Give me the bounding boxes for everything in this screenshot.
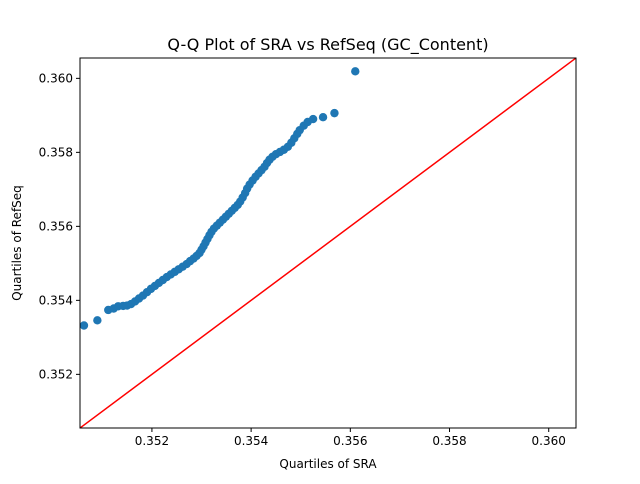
x-tick-label: 0.358 bbox=[432, 434, 466, 448]
scatter-point bbox=[308, 114, 318, 124]
scatter-point bbox=[79, 321, 89, 330]
chart-title: Q-Q Plot of SRA vs RefSeq (GC_Content) bbox=[167, 35, 488, 55]
x-tick-label: 0.352 bbox=[135, 434, 169, 448]
scatter-point bbox=[93, 316, 102, 325]
plot-frame bbox=[79, 57, 577, 429]
x-tick-label: 0.356 bbox=[333, 434, 367, 448]
y-tick-label: 0.354 bbox=[39, 293, 73, 307]
y-tick-label: 0.360 bbox=[39, 71, 73, 85]
reference-line-layer bbox=[80, 58, 576, 428]
scatter-point bbox=[318, 113, 328, 122]
y-tick-label: 0.352 bbox=[39, 367, 73, 381]
x-tick-label: 0.354 bbox=[234, 434, 268, 448]
y-tick-label: 0.358 bbox=[39, 145, 73, 159]
y-tick-label: 0.356 bbox=[39, 219, 73, 233]
reference-line bbox=[80, 58, 576, 428]
x-axis-label: Quartiles of SRA bbox=[279, 457, 377, 471]
plot-area bbox=[79, 57, 577, 429]
scatter-point bbox=[330, 108, 339, 118]
scatter-points bbox=[79, 67, 360, 330]
scatter-point bbox=[351, 67, 360, 76]
y-axis-ticks: 0.352 0.354 0.356 0.358 0.360 bbox=[39, 71, 80, 381]
x-axis-ticks: 0.352 0.354 0.356 0.358 0.360 bbox=[135, 428, 566, 448]
y-axis-label: Quartiles of RefSeq bbox=[10, 185, 24, 301]
x-tick-label: 0.360 bbox=[532, 434, 566, 448]
